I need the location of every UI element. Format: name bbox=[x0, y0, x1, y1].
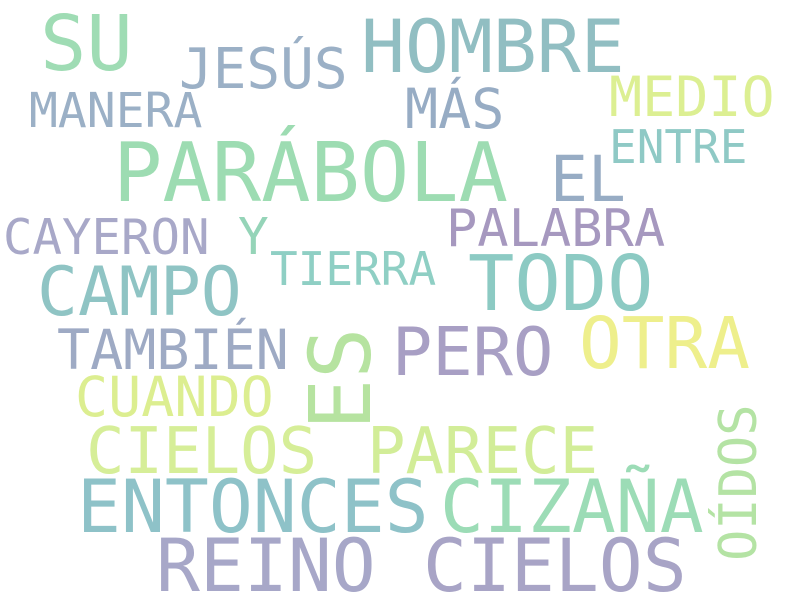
word-tambien: TAMBIÉN bbox=[57, 318, 289, 382]
word-el: EL bbox=[550, 143, 626, 216]
word-entre: ENTRE bbox=[609, 120, 748, 174]
word-tierra: TIERRA bbox=[270, 242, 437, 296]
word-todo: TODO bbox=[468, 240, 654, 329]
word-palabra: PALABRA bbox=[446, 199, 666, 259]
word-cizana: CIZAÑA bbox=[440, 465, 704, 550]
word-manera: MANERA bbox=[29, 83, 203, 139]
word-entonces: ENTONCES bbox=[77, 465, 429, 550]
word-cielos-2: CIELOS bbox=[423, 524, 687, 609]
word-medio: MEDIO bbox=[609, 65, 775, 129]
word-mas: MÁS bbox=[405, 77, 505, 141]
word-oidos: OÍDOS bbox=[709, 404, 769, 561]
word-pero: PERO bbox=[392, 313, 554, 391]
word-parabola: PARÁBOLA bbox=[113, 126, 508, 221]
word-hombre: HOMBRE bbox=[361, 5, 625, 90]
word-cayeron: CAYERON bbox=[3, 209, 210, 266]
word-reino: REINO bbox=[156, 524, 376, 609]
word-su: SU bbox=[40, 0, 133, 89]
word-jesus: JESÚS bbox=[179, 37, 348, 102]
word-otra: OTRA bbox=[579, 302, 750, 385]
word-cielos-1: CIELOS bbox=[86, 415, 318, 489]
word-campo: CAMPO bbox=[37, 253, 242, 332]
word-y: Y bbox=[238, 208, 269, 267]
word-parece: PARECE bbox=[367, 415, 599, 489]
word-cuando: CUANDO bbox=[75, 365, 274, 429]
